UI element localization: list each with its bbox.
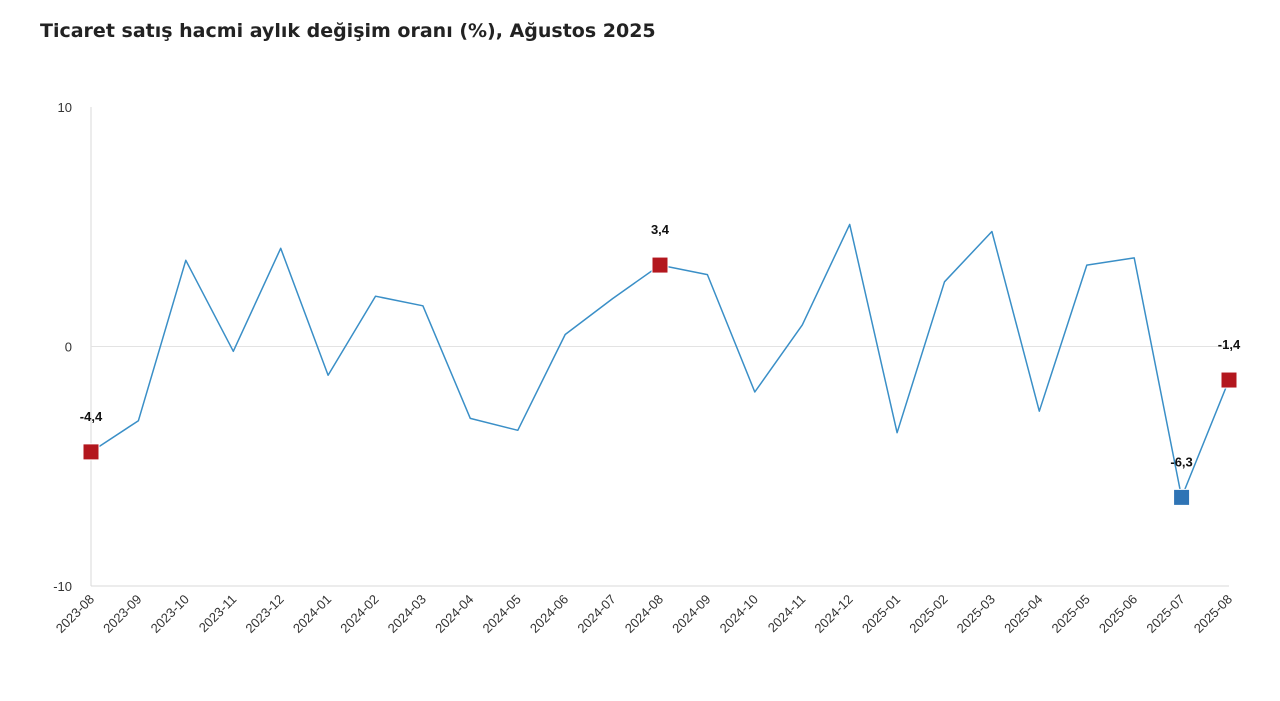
highlight-marker [1220,371,1238,389]
data-label: 3,4 [651,222,670,237]
x-tick-label: 2025-04 [1001,592,1045,636]
x-tick-label: 2024-01 [290,592,334,636]
x-tick-label: 2024-08 [622,592,666,636]
x-tick-label: 2024-02 [337,592,381,636]
x-tick-label: 2025-05 [1049,592,1093,636]
highlight-marker [1173,488,1191,506]
x-tick-label: 2024-09 [669,592,713,636]
y-tick-label: 10 [58,100,72,115]
y-tick-label: 0 [65,340,72,355]
labels-layer: -4,4 3,4 -6,3 -1,4 [80,222,1241,469]
chart-title: Ticaret satış hacmi aylık değişim oranı … [40,20,656,42]
x-tick-label: 2025-03 [954,592,998,636]
x-tick-label: 2024-04 [432,592,476,636]
x-tick-label: 2025-06 [1096,592,1140,636]
x-tick-label: 2024-06 [527,592,571,636]
x-tick-label: 2025-02 [906,592,950,636]
y-tick-label: -10 [53,579,72,594]
x-tick-label: 2024-03 [385,592,429,636]
markers-layer [82,256,1238,506]
highlight-marker [651,256,669,274]
x-tick-label: 2023-10 [148,592,192,636]
x-tick-label: 2023-09 [100,592,144,636]
x-tick-label: 2024-12 [811,592,855,636]
data-label: -4,4 [80,409,103,424]
x-tick-label: 2023-11 [196,592,240,636]
x-tick-label: 2024-11 [765,592,809,636]
data-label: -1,4 [1218,337,1241,352]
data-label: -6,3 [1170,454,1192,469]
x-tick-label: 2025-07 [1143,592,1187,636]
x-tick-label: 2025-08 [1191,592,1235,636]
x-tick-label: 2025-01 [859,592,903,636]
x-tick-label: 2024-05 [480,592,524,636]
x-tick-label: 2024-07 [574,592,618,636]
x-tick-label: 2023-12 [242,592,286,636]
x-tick-label: 2023-08 [53,592,97,636]
highlight-marker [82,443,100,461]
x-tick-label: 2024-10 [717,592,761,636]
